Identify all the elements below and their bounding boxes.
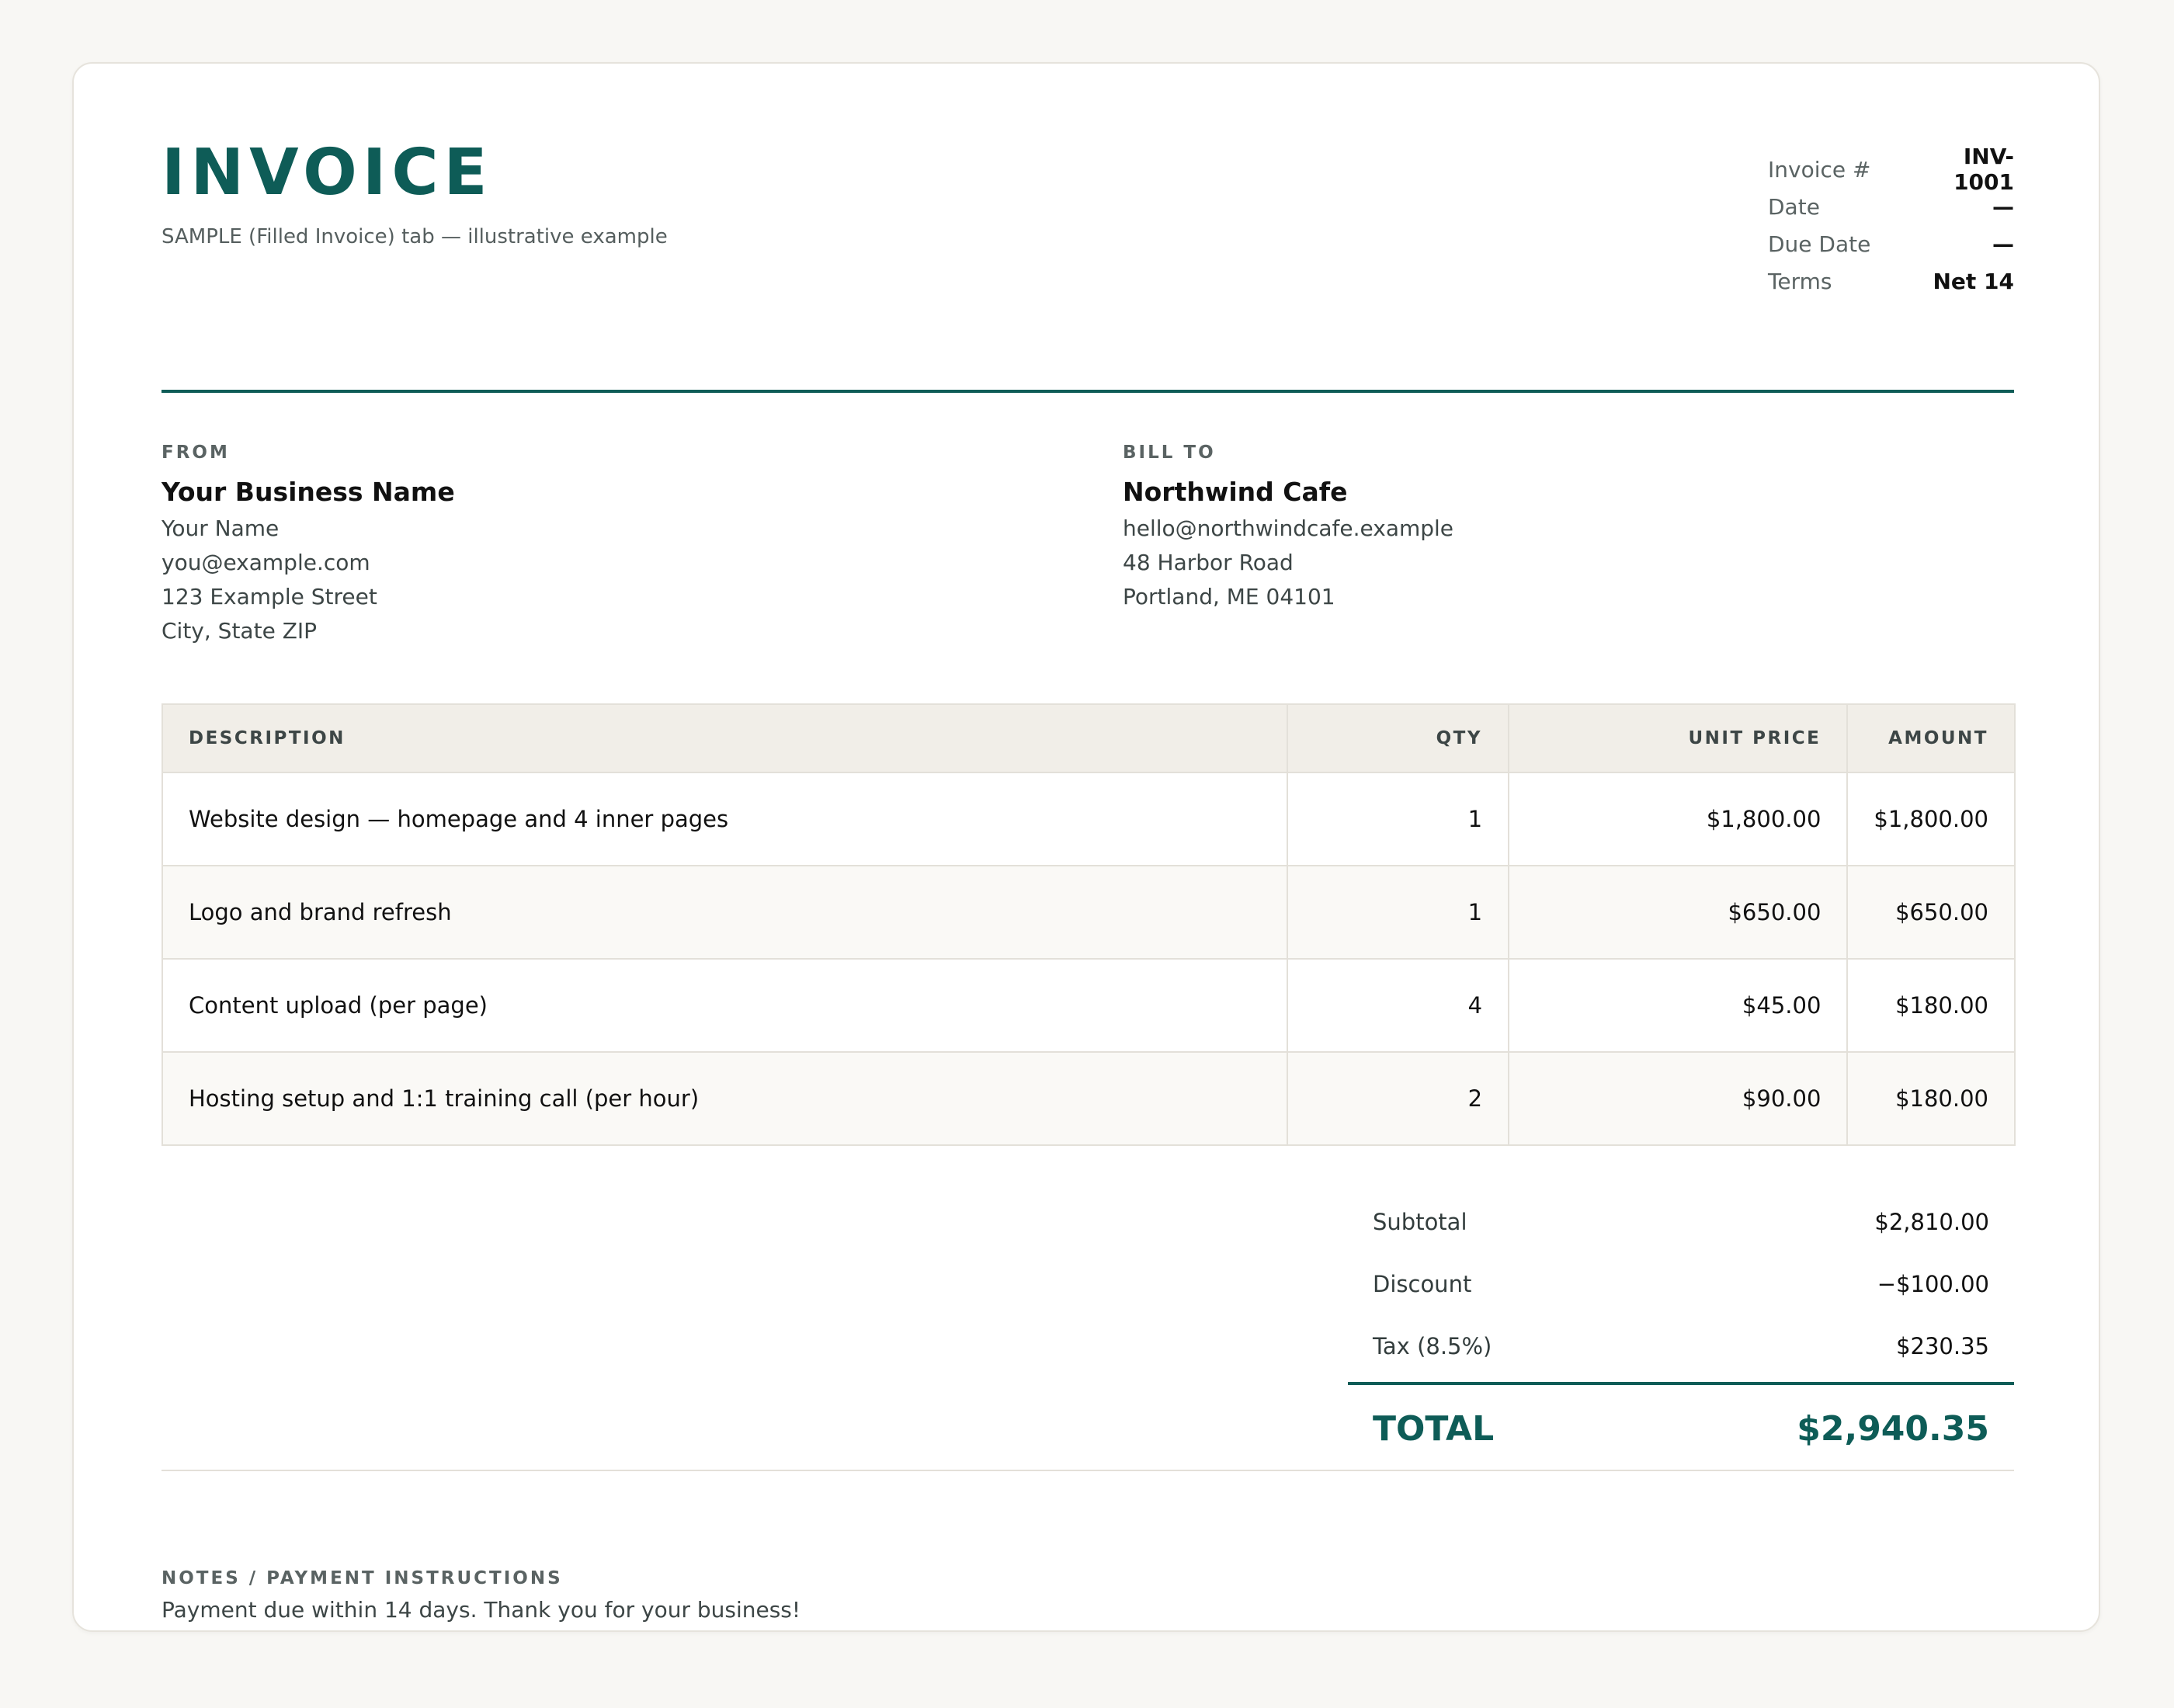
cell-qty: 2 (1286, 1051, 1510, 1146)
meta-value: INV-1001 (1953, 144, 2014, 195)
meta-value: Net 14 (1933, 268, 2014, 294)
from-line: you@example.com (161, 550, 370, 575)
bill-to-line: hello@northwindcafe.example (1123, 516, 1454, 541)
cell-unit-price: $90.00 (1508, 1051, 1849, 1146)
cell-amount: $180.00 (1846, 1051, 2016, 1146)
meta-label: Invoice # (1768, 156, 1871, 182)
meta-due-date: Due Date — (1768, 225, 2014, 262)
table-row: Content upload (per page) 4 $45.00 $180.… (161, 958, 2016, 1053)
table-row: Hosting setup and 1:1 training call (per… (161, 1051, 2016, 1146)
invoice-card: INVOICE SAMPLE (Filled Invoice) tab — il… (72, 62, 2100, 1632)
invoice-subtitle: SAMPLE (Filled Invoice) tab — illustrati… (161, 225, 668, 248)
from-business-name: Your Business Name (161, 477, 455, 507)
tax-value: $230.35 (1896, 1333, 1989, 1359)
meta-invoice-number: Invoice # INV-1001 (1768, 144, 2014, 195)
tax-row: Tax (8.5%) $230.35 (1348, 1315, 2014, 1377)
tax-label: Tax (8.5%) (1373, 1333, 1492, 1359)
cell-unit-price: $1,800.00 (1508, 772, 1849, 866)
table-row: Website design — homepage and 4 inner pa… (161, 772, 2016, 866)
notes-heading: NOTES / PAYMENT INSTRUCTIONS (161, 1568, 563, 1588)
invoice-title: INVOICE (161, 136, 493, 210)
from-line: Your Name (161, 516, 280, 541)
bill-to-line: Portland, ME 04101 (1123, 584, 1335, 609)
cell-amount: $180.00 (1846, 958, 2016, 1053)
cell-amount: $1,800.00 (1846, 772, 2016, 866)
table-row: Logo and brand refresh 1 $650.00 $650.00 (161, 865, 2016, 960)
cell-description: Content upload (per page) (161, 958, 1288, 1053)
cell-qty: 1 (1286, 772, 1510, 866)
meta-value: — (1992, 231, 2014, 257)
cell-amount: $650.00 (1846, 865, 2016, 960)
bill-to-heading: BILL TO (1123, 443, 1216, 463)
column-header-qty: QTY (1286, 703, 1510, 773)
meta-label: Terms (1768, 268, 1832, 294)
header-divider (161, 390, 2014, 393)
meta-date: Date — (1768, 188, 2014, 225)
cell-description: Logo and brand refresh (161, 865, 1288, 960)
from-heading: FROM (161, 443, 230, 463)
from-line: City, State ZIP (161, 618, 318, 644)
line-items-table: DESCRIPTION QTY UNIT PRICE AMOUNT Websit… (161, 703, 2016, 1146)
discount-row: Discount −$100.00 (1348, 1253, 2014, 1315)
bill-to-line: 48 Harbor Road (1123, 550, 1294, 575)
cell-unit-price: $650.00 (1508, 865, 1849, 960)
cell-unit-price: $45.00 (1508, 958, 1849, 1053)
meta-label: Date (1768, 193, 1820, 220)
bill-to-section: BILL TO Northwind Cafe hello@northwindca… (1123, 443, 1453, 614)
from-section: FROM Your Business Name Your Name you@ex… (161, 443, 455, 648)
notes-divider (161, 1470, 2014, 1471)
subtotal-value: $2,810.00 (1874, 1209, 1989, 1235)
total-value: $2,940.35 (1797, 1408, 1989, 1449)
discount-value: −$100.00 (1877, 1271, 1989, 1297)
subtotal-label: Subtotal (1373, 1209, 1467, 1235)
totals-section: Subtotal $2,810.00 Discount −$100.00 Tax… (1348, 1191, 2014, 1472)
cell-description: Hosting setup and 1:1 training call (per… (161, 1051, 1288, 1146)
table-header-row: DESCRIPTION QTY UNIT PRICE AMOUNT (161, 703, 2016, 773)
cell-description: Website design — homepage and 4 inner pa… (161, 772, 1288, 866)
total-divider (1348, 1382, 2014, 1385)
meta-label: Due Date (1768, 231, 1871, 257)
from-line: 123 Example Street (161, 584, 377, 609)
discount-label: Discount (1373, 1271, 1472, 1297)
meta-terms: Terms Net 14 (1768, 262, 2014, 300)
total-row: TOTAL $2,940.35 (1348, 1385, 2014, 1472)
subtotal-row: Subtotal $2,810.00 (1348, 1191, 2014, 1253)
column-header-unit-price: UNIT PRICE (1508, 703, 1849, 773)
cell-qty: 1 (1286, 865, 1510, 960)
invoice-meta: Invoice # INV-1001 Date — Due Date — Ter… (1768, 144, 2014, 300)
column-header-description: DESCRIPTION (161, 703, 1288, 773)
notes-text: Payment due within 14 days. Thank you fo… (161, 1597, 801, 1623)
total-label: TOTAL (1373, 1408, 1495, 1449)
cell-qty: 4 (1286, 958, 1510, 1053)
bill-to-name: Northwind Cafe (1123, 477, 1348, 507)
meta-value: — (1992, 193, 2014, 220)
column-header-amount: AMOUNT (1846, 703, 2016, 773)
